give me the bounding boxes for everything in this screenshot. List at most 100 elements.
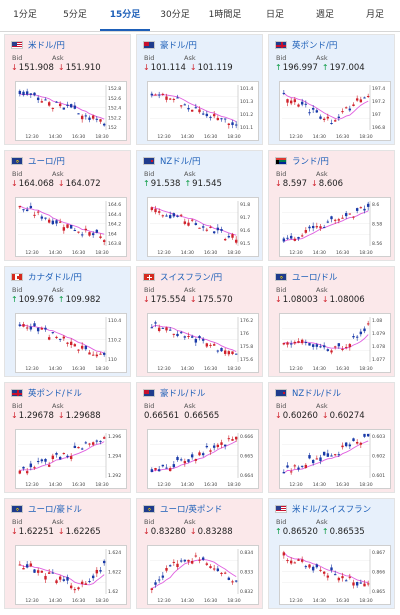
rate-card[interactable]: 英ポンド/ドル Bid Ask ↓1.29678 ↓1.29688 1.296 1.294 1… bbox=[4, 382, 131, 493]
candle-body bbox=[209, 226, 212, 228]
y-tick-label: 152.8 bbox=[108, 86, 121, 92]
rate-card[interactable]: NZドル/ドル Bid Ask ↓0.60260 ↓0.60274 0.603 0.602 0… bbox=[268, 382, 395, 493]
pair-title[interactable]: 豪ドル/円 bbox=[143, 39, 197, 51]
rate-card[interactable]: 豪ドル/ドル Bid Ask 0.66561 0.66565 0.666 0.665 0.66… bbox=[136, 382, 263, 493]
candle-body bbox=[77, 587, 80, 590]
candle-body bbox=[33, 467, 36, 469]
pair-title[interactable]: 豪ドル/ドル bbox=[143, 387, 205, 399]
candle-body bbox=[25, 564, 29, 568]
candle-body bbox=[289, 343, 293, 345]
y-tick-label: 1.077 bbox=[372, 357, 385, 363]
pair-name[interactable]: 米ドル/スイスフラン bbox=[292, 505, 372, 515]
candle-body bbox=[80, 234, 84, 236]
x-tick-label: 12:30 bbox=[157, 366, 170, 372]
rate-card[interactable]: 豪ドル/円 Bid Ask ↓101.114 ↓101.119 101.4 101.3 101… bbox=[136, 34, 263, 145]
pair-name[interactable]: 米ドル/円 bbox=[28, 41, 65, 51]
candlestick-chart[interactable]: 164.6 164.4 164.2 164 163.8 12:30 14:30 16:30 18… bbox=[15, 197, 127, 257]
candlestick-chart[interactable]: 1.624 1.622 1.62 12:30 14:30 16:30 18:30 bbox=[15, 545, 127, 605]
tab-2[interactable]: 5分足 bbox=[63, 10, 87, 20]
candle-body bbox=[330, 455, 333, 457]
pair-title[interactable]: ユーロ/豪ドル bbox=[11, 503, 82, 515]
tab-5[interactable]: 1時間足 bbox=[208, 10, 242, 20]
candlestick-chart[interactable]: 176.2 176 175.8 175.6 12:30 14:30 16:30 18:30 bbox=[147, 313, 259, 373]
pair-name[interactable]: カナダドル/円 bbox=[28, 273, 82, 283]
candle-body bbox=[198, 559, 201, 561]
pair-title[interactable]: 米ドル/円 bbox=[11, 39, 65, 51]
rate-card[interactable]: 米ドル/円 Bid Ask ↓151.908 ↓151.910 152.8 152.6 152… bbox=[4, 34, 131, 145]
pair-title[interactable]: ユーロ/英ポンド bbox=[143, 503, 222, 515]
candle-body bbox=[157, 579, 161, 581]
pair-name[interactable]: 豪ドル/ドル bbox=[160, 389, 206, 399]
pair-title[interactable]: NZドル/円 bbox=[143, 155, 201, 167]
pair-name[interactable]: 豪ドル/円 bbox=[160, 41, 197, 51]
arrow-down-icon: ↓ bbox=[321, 295, 329, 304]
arrow-down-icon: ↓ bbox=[311, 179, 318, 188]
ask-label: Ask bbox=[52, 54, 64, 62]
pair-title[interactable]: 英ポンド/円 bbox=[275, 39, 337, 51]
rate-card[interactable]: ユーロ/豪ドル Bid Ask ↓1.62251 ↓1.62265 1.624 1.622 1… bbox=[4, 498, 131, 609]
candlestick-chart[interactable]: 110.4 110.2 110 12:30 14:30 16:30 18:30 bbox=[15, 313, 127, 373]
candle-body bbox=[172, 213, 176, 217]
tab-1[interactable]: 1分足 bbox=[13, 10, 37, 20]
tab-7[interactable]: 週足 bbox=[315, 10, 334, 20]
x-tick-label: 16:30 bbox=[336, 598, 349, 604]
candlestick-chart[interactable]: 0.666 0.665 0.664 12:30 14:30 16:30 18:30 bbox=[147, 429, 259, 489]
candlestick-chart[interactable]: 101.4 101.3 101.2 101.1 12:30 14:30 16:30 18:30 bbox=[147, 81, 259, 141]
rate-card[interactable]: 米ドル/スイスフラン Bid Ask ↑0.86520 ↑0.86535 0.867 0.8… bbox=[268, 498, 395, 609]
pair-title[interactable]: スイスフラン/円 bbox=[143, 271, 222, 283]
rate-card[interactable]: NZドル/円 Bid Ask ↑91.538 ↑91.545 91.8 91.7 91.6 91… bbox=[136, 150, 263, 261]
candlestick-chart[interactable]: 197.4 197.2 197 196.8 12:30 14:30 16:30 18:30 bbox=[279, 81, 391, 141]
pair-name[interactable]: ユーロ/豪ドル bbox=[28, 505, 82, 515]
candle-body bbox=[84, 442, 88, 444]
candlestick-chart[interactable]: 0.603 0.602 0.601 12:30 14:30 16:30 18:30 bbox=[279, 429, 391, 489]
x-tick-label: 16:30 bbox=[204, 250, 217, 256]
candle-body bbox=[176, 333, 179, 337]
pair-name[interactable]: スイスフラン/円 bbox=[160, 273, 223, 283]
pair-title[interactable]: ユーロ/ドル bbox=[275, 271, 337, 283]
pair-name[interactable]: NZドル/円 bbox=[160, 157, 201, 167]
rate-card[interactable]: ユーロ/ドル Bid Ask ↓1.08003 ↓1.08006 1.08 1.079 1.0… bbox=[268, 266, 395, 377]
rate-card[interactable]: 英ポンド/円 Bid Ask ↑196.997 ↑197.004 197.4 197.2 19… bbox=[268, 34, 395, 145]
candlestick-chart[interactable]: 152.8 152.6 152.4 152.2 152 12:30 14:30 16:30 18… bbox=[15, 81, 127, 141]
pair-name[interactable]: 英ポンド/ドル bbox=[28, 389, 82, 399]
pair-title[interactable]: ランド/円 bbox=[275, 155, 329, 167]
candle-body bbox=[40, 570, 44, 573]
pair-name[interactable]: ランド/円 bbox=[292, 157, 329, 167]
pair-name[interactable]: ユーロ/英ポンド bbox=[160, 505, 223, 515]
tab-8[interactable]: 月足 bbox=[365, 10, 384, 20]
y-tick-label: 0.603 bbox=[372, 434, 385, 440]
candlestick-chart[interactable]: 1.08 1.079 1.078 1.077 12:30 14:30 16:30 18:30 bbox=[279, 313, 391, 373]
candlestick-chart[interactable]: 0.867 0.866 0.865 12:30 14:30 16:30 18:30 bbox=[279, 545, 391, 605]
candle-body bbox=[201, 113, 205, 115]
tab-4[interactable]: 30分足 bbox=[160, 10, 190, 20]
pair-name[interactable]: 英ポンド/円 bbox=[292, 41, 338, 51]
pair-title[interactable]: ユーロ/円 bbox=[11, 155, 65, 167]
candle-body bbox=[91, 115, 95, 119]
pair-title[interactable]: カナダドル/円 bbox=[11, 271, 82, 283]
rate-card[interactable]: ユーロ/英ポンド Bid Ask ↓0.83280 ↓0.83288 0.834 0.833… bbox=[136, 498, 263, 609]
candle-body bbox=[176, 97, 179, 99]
pair-title[interactable]: 英ポンド/ドル bbox=[11, 387, 82, 399]
pair-name[interactable]: ユーロ/円 bbox=[28, 157, 65, 167]
bid-label: Bid bbox=[276, 54, 287, 62]
candlestick-chart[interactable]: 8.6 8.58 8.56 12:30 14:30 16:30 18:30 bbox=[279, 197, 391, 257]
x-tick-label: 18:30 bbox=[95, 134, 108, 140]
candle-body bbox=[62, 453, 66, 455]
tab-6[interactable]: 日足 bbox=[265, 10, 284, 20]
candlestick-chart[interactable]: 1.296 1.294 1.292 12:30 14:30 16:30 18:30 bbox=[15, 429, 127, 489]
candlestick-chart[interactable]: 0.834 0.833 0.832 12:30 14:30 16:30 18:30 bbox=[147, 545, 259, 605]
pair-name[interactable]: ユーロ/ドル bbox=[292, 273, 338, 283]
x-tick-label: 16:30 bbox=[336, 134, 349, 140]
candle-body bbox=[311, 107, 315, 110]
rate-card[interactable]: スイスフラン/円 Bid Ask ↓175.554 ↓175.570 176.2 176 17… bbox=[136, 266, 263, 377]
pair-name[interactable]: NZドル/ドル bbox=[292, 389, 342, 399]
pair-title[interactable]: 米ドル/スイスフラン bbox=[275, 503, 371, 515]
candle-body bbox=[209, 566, 212, 569]
rate-card[interactable]: ランド/円 Bid Ask ↓8.597 ↓8.606 8.6 8.58 8.56 12:30 1… bbox=[268, 150, 395, 261]
rate-card[interactable]: カナダドル/円 Bid Ask ↑109.976 ↑109.982 110.4 110.2 1… bbox=[4, 266, 131, 377]
candlestick-chart[interactable]: 91.8 91.7 91.6 91.5 12:30 14:30 16:30 18:30 bbox=[147, 197, 259, 257]
y-tick-label: 175.8 bbox=[240, 344, 253, 350]
pair-title[interactable]: NZドル/ドル bbox=[275, 387, 341, 399]
rate-card[interactable]: ユーロ/円 Bid Ask ↓164.068 ↓164.072 164.6 164.4 164… bbox=[4, 150, 131, 261]
tab-3[interactable]: 15分足 bbox=[100, 0, 150, 31]
